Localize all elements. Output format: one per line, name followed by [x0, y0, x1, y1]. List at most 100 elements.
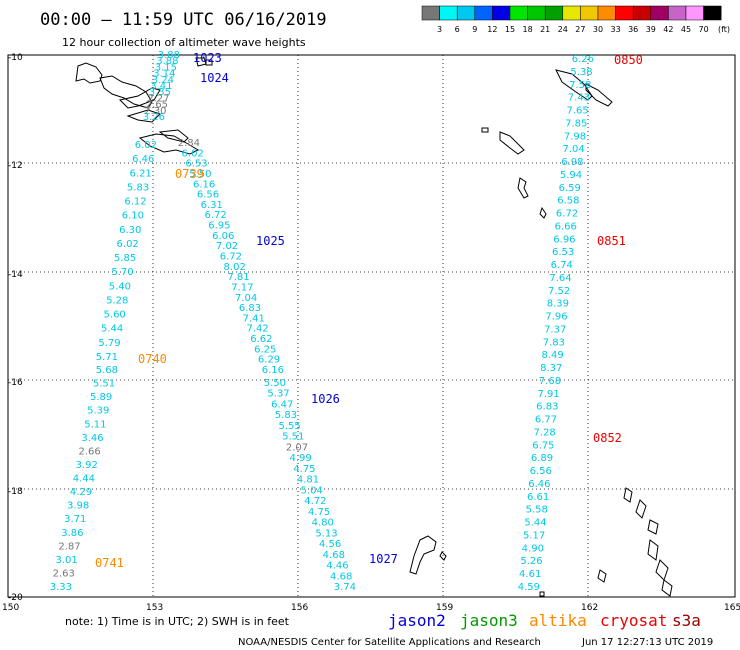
pass-time-labels: 0739 0740 0741 1023 1024 1025 1026 1027 0850 0851… [95, 51, 643, 570]
coastline-islands-a [195, 57, 213, 67]
wave-height-value: 7.64 [549, 273, 571, 284]
wave-height-value: 4.75 [293, 464, 315, 475]
latitude-labels: -10 -12 -14 -16 -18 -20 [8, 53, 23, 603]
wave-height-value: 5.89 [90, 392, 112, 403]
wave-height-value: 6.95 [208, 221, 230, 232]
wave-height-value: 6.59 [559, 183, 581, 194]
wave-height-value: 5.60 [104, 310, 126, 321]
legend-swatch [439, 5, 458, 21]
wave-height-value: 6.31 [201, 200, 223, 211]
wave-height-value: 6.02 [117, 239, 139, 250]
legend-label: 33 [611, 25, 621, 34]
legend-swatch [685, 5, 704, 21]
coastline-rennell [481, 127, 525, 155]
wave-height-value: 6.30 [119, 225, 141, 236]
wave-height-value: 3.74 [334, 582, 356, 593]
wave-height-value: 6.21 [130, 168, 152, 179]
coastline-lord-howe [539, 569, 607, 597]
units-note: note: 1) Time is in UTC; 2) SWH is in fe… [65, 615, 290, 628]
wave-height-value: 2.63 [53, 568, 75, 579]
wave-height-value: 7.42 [246, 324, 268, 335]
wave-height-value: 5.58 [526, 505, 548, 516]
wave-height-value: 2.84 [178, 138, 200, 149]
legend-label: 39 [646, 25, 656, 34]
map-frame [7, 54, 736, 598]
wave-height-value: 2.65 [146, 100, 168, 111]
wave-height-value: 3.98 [67, 501, 89, 512]
pass-time-label: 0741 [95, 556, 124, 570]
wave-height-value: 5.04 [301, 485, 323, 496]
lat-label: -10 [8, 53, 23, 63]
wave-height-value: 6.72 [204, 210, 226, 221]
pass-time-label: 0851 [597, 234, 626, 248]
wave-height-value: 5.44 [101, 324, 123, 335]
wave-height-value: 6.47 [271, 399, 293, 410]
wave-height-value: 6.72 [556, 209, 578, 220]
wave-height-value: 3.46 [81, 433, 103, 444]
coastline-solomon-1 [555, 69, 593, 101]
legend-swatch [509, 5, 528, 21]
coastline-reef-1 [517, 177, 529, 199]
wave-height-value: 6.56 [530, 466, 552, 477]
wave-height-value: 6.75 [532, 440, 554, 451]
wave-height-value: 7.04 [563, 144, 585, 155]
wave-height-value: 8.49 [541, 350, 563, 361]
legend-swatch [580, 5, 599, 21]
wave-height-value: 7.52 [548, 286, 570, 297]
wave-height-value: 4.29 [70, 487, 92, 498]
legend-label: 36 [628, 25, 638, 34]
lon-label: 159 [436, 603, 453, 613]
legend-label: 3 [437, 25, 442, 34]
wave-height-value: 6.25 [254, 344, 276, 355]
lon-label: 162 [581, 603, 598, 613]
wave-height-value: 7.85 [565, 118, 587, 129]
legend-label: 24 [558, 25, 568, 34]
wave-height-value: 4.80 [312, 518, 334, 529]
wave-height-value: 5.51 [282, 432, 304, 443]
coastline-solomon-2 [585, 83, 613, 107]
wave-height-value: 5.70 [111, 267, 133, 278]
wave-height-value: 7.96 [545, 312, 567, 323]
wave-height-value: 8.37 [540, 363, 562, 374]
wave-height-value: 6.16 [193, 179, 215, 190]
pass-time-label: 1023 [193, 51, 222, 65]
wave-height-value: 6.10 [122, 211, 144, 222]
wave-height-value: 4.75 [308, 507, 330, 518]
wave-height-value: 5.94 [560, 170, 582, 181]
wave-height-value: 3.14 [153, 69, 175, 80]
wave-height-value: 7.43 [568, 93, 590, 104]
lat-label: -18 [8, 487, 23, 497]
wave-height-value: 5.44 [524, 518, 546, 529]
coastline-chesterfield [409, 535, 447, 575]
wave-height-value: 5.71 [96, 352, 118, 363]
wave-height-value: 3.41 [150, 81, 172, 92]
legend-label: 9 [472, 25, 477, 34]
legend-label: 45 [681, 25, 691, 34]
wave-height-value: 5.28 [106, 295, 128, 306]
wave-height-value: 7.04 [235, 293, 257, 304]
wave-height-value: 6.26 [572, 54, 594, 65]
legend-label: 70 [699, 25, 709, 34]
wave-height-value: 6.46 [528, 479, 550, 490]
pass-time-label: 0740 [138, 352, 167, 366]
satellite-s3a: s3a [672, 611, 701, 630]
wave-height-value: 6.53 [185, 159, 207, 170]
wave-height-value: 6.58 [557, 196, 579, 207]
wave-height-value: 7.28 [534, 427, 556, 438]
lat-label: -16 [8, 378, 23, 388]
wave-height-value: 7.81 [227, 272, 249, 283]
wave-height-value: 5.55 [278, 421, 300, 432]
wave-height-value: 5.79 [98, 338, 120, 349]
wave-height-value: 6.96 [553, 234, 575, 245]
wave-height-value: 6.02 [182, 148, 204, 159]
coastline-new-guinea-east [119, 87, 161, 123]
legend-swatch [597, 5, 616, 21]
wave-height-value: 6.83 [536, 402, 558, 413]
pass-time-label: 0852 [593, 431, 622, 445]
wave-height-value: 4.72 [304, 496, 326, 507]
wave-height-value: 2.27 [147, 93, 169, 104]
wave-height-value: 3.92 [76, 460, 98, 471]
legend-label: 30 [593, 25, 603, 34]
color-legend: 3 6 9 12 15 18 21 24 27 30 33 36 39 42 45 70 (ft) [421, 5, 730, 34]
